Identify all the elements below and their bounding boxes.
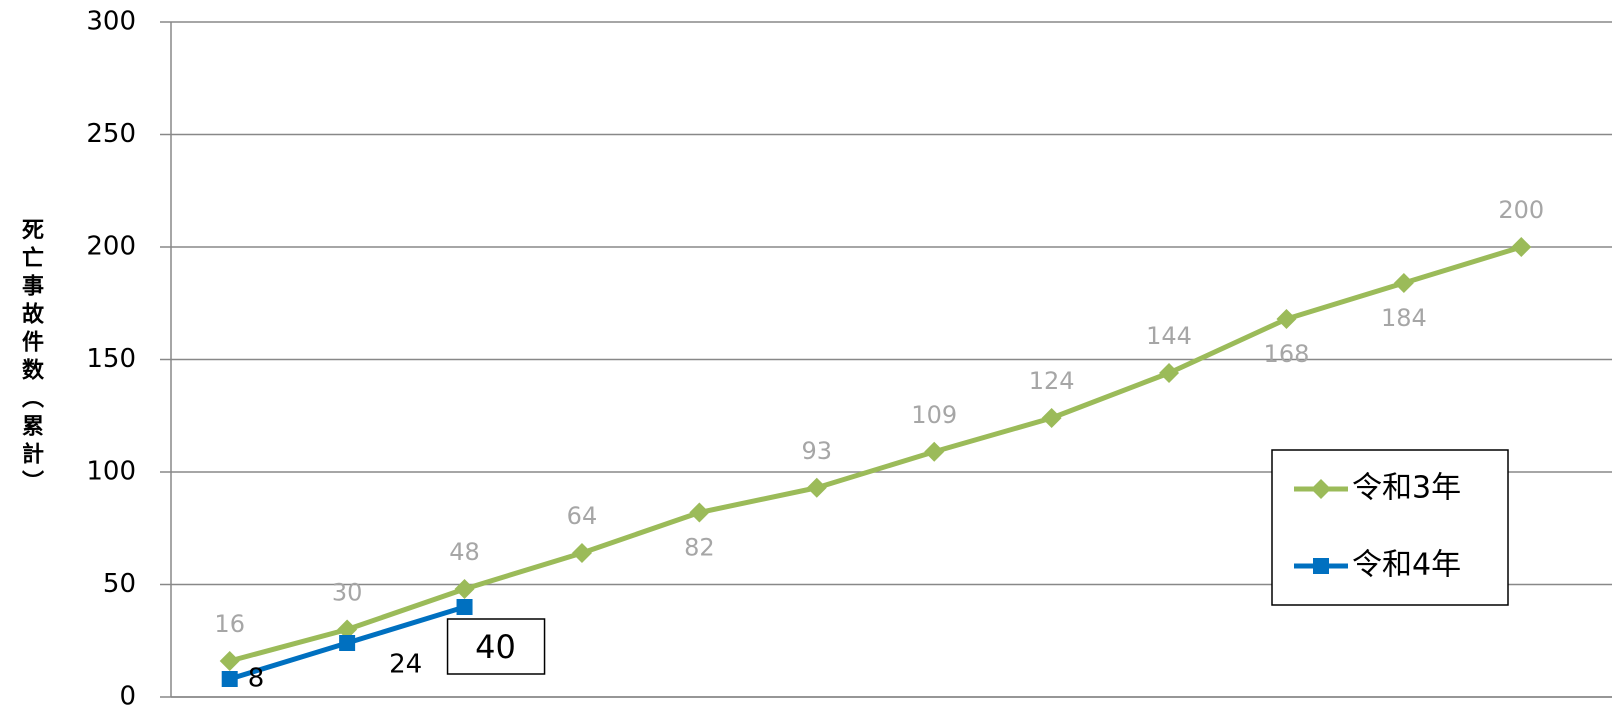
data-label: 30 bbox=[332, 579, 363, 607]
marker bbox=[339, 635, 356, 651]
data-label: 82 bbox=[684, 534, 715, 562]
marker bbox=[456, 599, 473, 615]
data-label: 200 bbox=[1498, 196, 1544, 224]
marker bbox=[221, 671, 238, 687]
y-tick-label: 50 bbox=[103, 569, 136, 599]
legend-label: 令和3年 bbox=[1352, 471, 1461, 506]
data-label: 40 bbox=[475, 628, 516, 666]
legend-label: 令和4年 bbox=[1352, 548, 1461, 583]
marker bbox=[806, 477, 827, 498]
marker bbox=[689, 502, 710, 523]
data-label: 109 bbox=[911, 401, 957, 429]
data-label: 93 bbox=[802, 437, 833, 465]
data-label: 184 bbox=[1381, 304, 1427, 332]
marker bbox=[1511, 237, 1532, 257]
data-label: 48 bbox=[449, 538, 480, 566]
data-label: 16 bbox=[214, 610, 245, 638]
series-line bbox=[229, 244, 1523, 664]
legend-marker bbox=[1313, 558, 1329, 574]
data-label-group: 40 bbox=[446, 618, 546, 675]
legend-box bbox=[1271, 449, 1509, 606]
marker bbox=[571, 543, 592, 563]
y-tick-label: 100 bbox=[86, 457, 136, 487]
y-tick-label: 250 bbox=[86, 119, 136, 149]
marker bbox=[1041, 408, 1062, 428]
marker bbox=[1393, 273, 1414, 293]
marker bbox=[219, 651, 240, 671]
marker bbox=[1276, 309, 1297, 329]
data-label: 8 bbox=[248, 664, 265, 694]
data-label: 24 bbox=[389, 650, 422, 680]
data-label: 64 bbox=[567, 502, 598, 530]
data-label: 124 bbox=[1029, 367, 1075, 395]
y-axis-title: 死亡事故件数（累計） bbox=[18, 218, 44, 498]
marker bbox=[924, 441, 945, 462]
data-label: 144 bbox=[1146, 322, 1192, 350]
data-label-group: 8 bbox=[248, 664, 265, 694]
y-tick-label: 300 bbox=[86, 7, 136, 37]
data-label: 168 bbox=[1264, 340, 1310, 368]
marker bbox=[454, 579, 475, 599]
data-label-group: 24 bbox=[389, 650, 422, 680]
data-label-box bbox=[446, 618, 546, 675]
marker bbox=[1159, 363, 1180, 383]
y-tick-label: 200 bbox=[86, 232, 136, 262]
y-tick-label: 0 bbox=[119, 682, 136, 712]
marker bbox=[337, 619, 358, 640]
legend-marker bbox=[1311, 479, 1331, 499]
y-tick-label: 150 bbox=[86, 344, 136, 374]
